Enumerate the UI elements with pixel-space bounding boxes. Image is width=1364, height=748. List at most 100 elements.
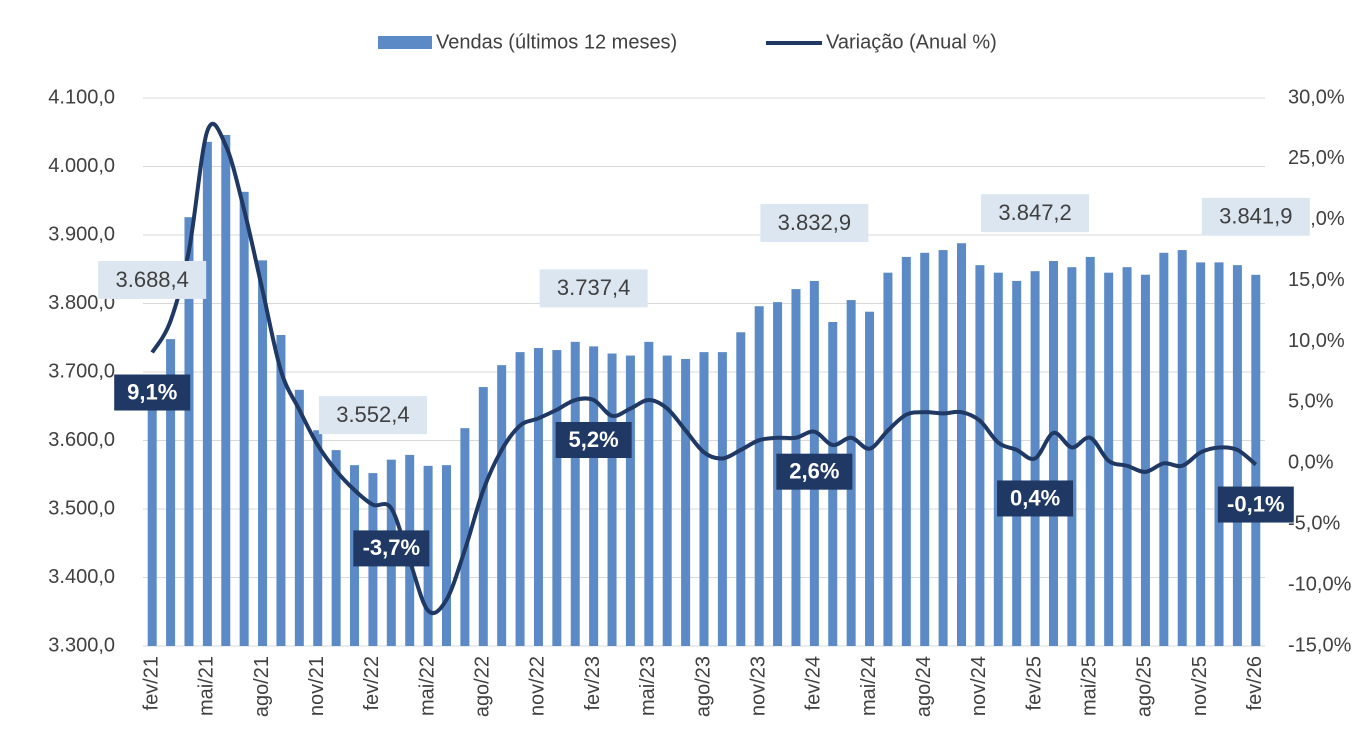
bar — [497, 365, 507, 646]
bar — [313, 430, 323, 646]
x-tick-label: ago/22 — [472, 656, 494, 717]
x-tick-label: ago/21 — [251, 656, 273, 717]
y-tick-label: 3.900,0 — [48, 223, 115, 245]
data-label-text: 3.832,9 — [778, 210, 851, 235]
bar — [938, 250, 948, 646]
legend-label: Vendas (últimos 12 meses) — [436, 31, 677, 53]
x-tick-label: fev/24 — [803, 656, 825, 710]
bar — [1140, 274, 1150, 646]
label-box — [353, 530, 430, 567]
y2-tick-label: 25,0% — [1288, 147, 1345, 169]
bar — [258, 260, 268, 646]
y2-tick-label: 30,0% — [1288, 86, 1345, 108]
data-label: 0,4% — [997, 480, 1074, 517]
bar — [552, 350, 562, 646]
bar — [1085, 256, 1095, 646]
x-tick-label: mai/24 — [858, 656, 880, 716]
bar — [883, 272, 893, 646]
data-label-text: 2,6% — [789, 458, 839, 483]
data-label-text: 3.847,2 — [998, 200, 1071, 225]
bar — [625, 355, 635, 646]
bar — [920, 252, 930, 646]
bar — [699, 352, 709, 646]
x-tick-label: nov/21 — [306, 656, 328, 716]
label-box — [98, 260, 207, 299]
legend-label: Variação (Anual %) — [826, 31, 997, 53]
y-tick-label: 3.600,0 — [48, 429, 115, 451]
x-tick-label: nov/25 — [1189, 656, 1211, 716]
label-box — [1217, 486, 1294, 523]
data-label: 5,2% — [555, 422, 632, 459]
line — [150, 121, 1258, 616]
bar — [1122, 267, 1132, 646]
y-tick-label: 4.000,0 — [48, 155, 115, 177]
data-label: 3.832,9 — [760, 203, 869, 242]
bar — [221, 134, 231, 647]
y-tick-label: 4.100,0 — [48, 86, 115, 108]
bar — [1159, 252, 1169, 646]
bar — [478, 387, 488, 646]
y-tick-label: 3.400,0 — [48, 566, 115, 588]
bar — [294, 389, 304, 646]
data-label-text: 3.688,4 — [115, 267, 188, 292]
bar — [533, 348, 543, 646]
y2-tick-label: -10,0% — [1288, 573, 1352, 595]
bar — [1214, 262, 1224, 646]
data-label-text: 0,4% — [1010, 485, 1060, 510]
label-box — [114, 374, 191, 411]
bar — [184, 217, 194, 646]
bar — [1067, 267, 1077, 646]
y-tick-label: 3.500,0 — [48, 497, 115, 519]
bar — [147, 379, 157, 646]
data-label: -0,1% — [1217, 486, 1294, 523]
legend: Vendas (últimos 12 meses) Variação (Anual… — [378, 31, 997, 53]
bar — [441, 465, 451, 646]
y2-tick-label: 5,0% — [1288, 391, 1334, 413]
data-label: 3.552,4 — [318, 396, 427, 435]
x-tick-label: mai/22 — [416, 656, 438, 716]
bar — [1232, 265, 1242, 646]
bar — [1048, 261, 1058, 646]
y-tick-label: 3.700,0 — [48, 360, 115, 382]
data-label: 3.847,2 — [981, 194, 1090, 233]
bar — [202, 141, 212, 646]
x-tick-label: fev/23 — [582, 656, 604, 710]
bar — [681, 358, 691, 646]
bar — [736, 332, 746, 646]
x-tick-label: fev/21 — [140, 656, 162, 710]
bar — [644, 341, 654, 646]
x-tick-label: mai/23 — [637, 656, 659, 716]
bar — [239, 191, 249, 646]
data-label: 3.688,4 — [98, 260, 207, 299]
bar — [754, 306, 764, 646]
x-tick-label: fev/26 — [1244, 656, 1266, 710]
x-tick-label: fev/25 — [1023, 656, 1045, 710]
data-label-text: 9,1% — [127, 379, 177, 404]
bar — [276, 335, 286, 646]
bar — [662, 355, 672, 646]
data-label: 2,6% — [776, 453, 853, 490]
x-tick-label: ago/24 — [913, 656, 935, 717]
label-box — [539, 269, 648, 308]
data-label-text: 5,2% — [569, 427, 619, 452]
data-label: 9,1% — [114, 374, 191, 411]
bar — [570, 341, 580, 646]
label-box — [776, 453, 853, 490]
bar — [957, 243, 967, 646]
x-tick-label: nov/24 — [968, 656, 990, 716]
label-box — [997, 480, 1074, 517]
bar — [331, 450, 341, 646]
x-tick-label: nov/23 — [747, 656, 769, 716]
bar — [717, 352, 727, 646]
label-box — [760, 203, 869, 242]
data-label-text: 3.552,4 — [336, 402, 409, 427]
y2-tick-label: -5,0% — [1288, 513, 1340, 535]
label-box — [981, 194, 1090, 233]
x-tick-label: ago/25 — [1134, 656, 1156, 717]
y-tick-label: 3.300,0 — [48, 634, 115, 656]
legend-swatch — [378, 36, 432, 49]
y2-tick-label: 0,0% — [1288, 452, 1334, 474]
data-label-text: 3.737,4 — [557, 275, 630, 300]
bar — [993, 272, 1003, 646]
x-tick-label: ago/23 — [692, 656, 714, 717]
